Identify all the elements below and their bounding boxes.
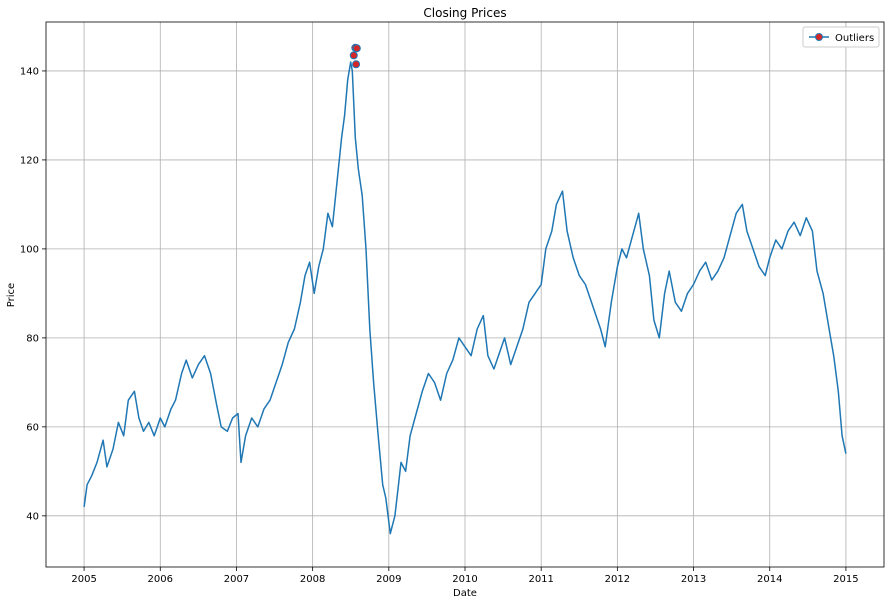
legend: Outliers: [802, 26, 880, 48]
legend-entry-outliers: Outliers: [835, 33, 874, 44]
x-axis-label: Date: [453, 588, 477, 599]
y-tick-label: 100: [20, 244, 39, 255]
closing-price-line: [83, 61, 847, 535]
outlier-point: [352, 60, 361, 69]
x-tick-label: 2015: [833, 574, 858, 585]
y-tick-label: 140: [20, 66, 39, 77]
x-tick-label: 2006: [148, 574, 173, 585]
x-tick-label: 2013: [681, 574, 706, 585]
y-tick-label: 120: [20, 155, 39, 166]
x-tick-label: 2010: [452, 574, 477, 585]
x-tick-label: 2014: [757, 574, 782, 585]
legend-box: [802, 26, 880, 48]
y-axis-label: Price: [6, 283, 17, 307]
outlier-point: [349, 51, 358, 60]
x-tick-label: 2008: [300, 574, 325, 585]
legend-marker-swatch: [815, 33, 823, 41]
x-tick-label: 2005: [71, 574, 96, 585]
grid-lines: [46, 22, 884, 567]
x-tick-label: 2007: [224, 574, 249, 585]
x-tick-label: 2012: [605, 574, 630, 585]
chart-title: Closing Prices: [423, 6, 506, 20]
outlier-point: [352, 44, 361, 53]
x-tick-label: 2009: [376, 574, 401, 585]
axis-ticks: 2005 2006 2007 2008 2009 2010 2011 2012 2013 2014…: [20, 66, 859, 585]
y-tick-label: 40: [26, 511, 39, 522]
y-tick-label: 60: [26, 422, 39, 433]
series-layer: [83, 43, 847, 535]
x-tick-label: 2011: [528, 574, 553, 585]
y-tick-label: 80: [26, 333, 39, 344]
